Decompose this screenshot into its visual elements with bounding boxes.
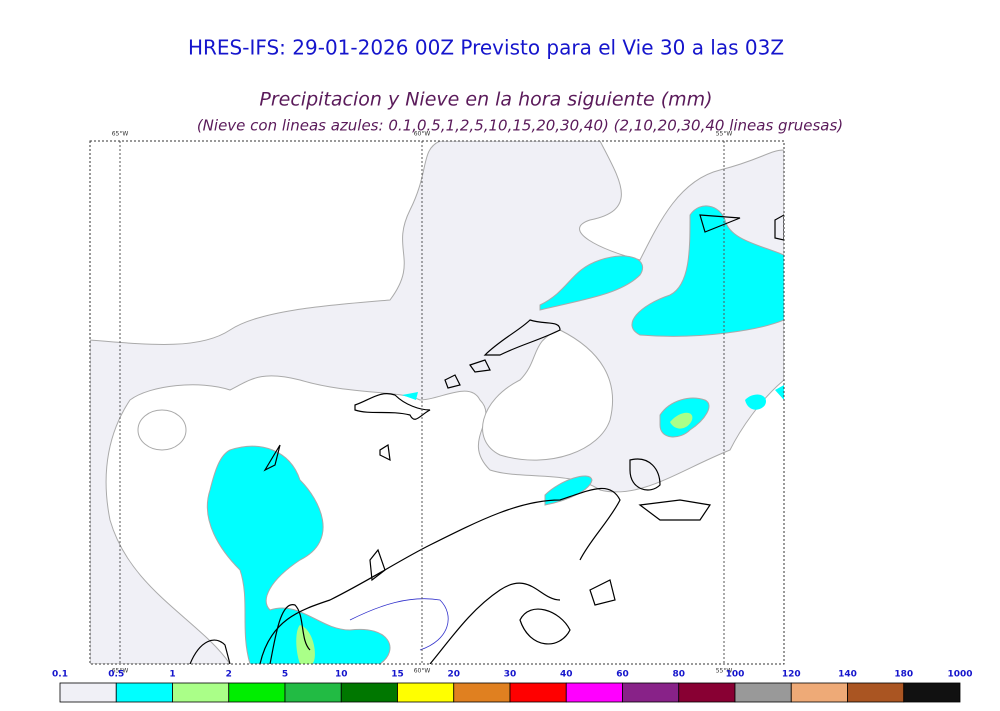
- colorbar-label: 60: [616, 670, 629, 680]
- snow-contour: [349, 598, 449, 651]
- colorbar-swatch: [565, 682, 623, 703]
- colorbar-label: 10: [335, 670, 348, 680]
- dry-area: [482, 329, 614, 461]
- colorbar-label: 40: [560, 670, 573, 680]
- meridian-label: 65°W: [112, 131, 129, 138]
- meridian-lines: [119, 141, 725, 664]
- colorbar-swatch: [509, 682, 567, 703]
- colorbar-label: 180: [894, 670, 913, 680]
- colorbar-swatch: [903, 682, 961, 703]
- map-area: [90, 141, 784, 664]
- colorbar-swatch: [453, 682, 511, 703]
- colorbar-swatch: [622, 682, 680, 703]
- precip-green-area: [670, 412, 693, 429]
- dry-area: [137, 409, 187, 451]
- colorbar-swatch: [397, 682, 455, 703]
- colorbar-label: 5: [282, 670, 288, 680]
- colorbar-label: 0.1: [52, 670, 68, 680]
- precip-cyan-area: [539, 255, 643, 311]
- precip-green-area: [296, 625, 315, 664]
- colorbar-swatch: [847, 682, 905, 703]
- title: HRES-IFS: 29-01-2026 00Z Previsto para e…: [188, 36, 784, 60]
- colorbar-label: 15: [391, 670, 404, 680]
- colorbar-swatch: [678, 682, 736, 703]
- precip-cyan-area: [544, 475, 593, 506]
- note: (Nieve con lineas azules: 0.1,0.5,1,2,5,…: [197, 117, 843, 135]
- colorbar-swatch: [734, 682, 792, 703]
- colorbar-label: 1: [169, 670, 175, 680]
- colorbar-label: 2: [226, 670, 232, 680]
- meridian-label: 60°W: [414, 668, 431, 675]
- colorbar-label: 0.5: [108, 670, 124, 680]
- meridian-label: 65°W: [112, 668, 129, 675]
- colorbar: 0.1 0.5 1 2 5 10 15 20 30 40 60 80 100 120 140 180 1000: [52, 670, 973, 703]
- map-frame: [89, 140, 785, 665]
- coastlines: [189, 214, 784, 664]
- colorbar-label: 120: [782, 670, 801, 680]
- meridian-label: 55°W: [716, 131, 733, 138]
- colorbar-swatch: [115, 682, 173, 703]
- meridian-label: 55°W: [716, 668, 733, 675]
- colorbar-swatch: [228, 682, 286, 703]
- meridian-label: 60°W: [414, 131, 431, 138]
- meridian-labels: 65°W 65°W 60°W 60°W 55°W 55°W: [112, 131, 733, 675]
- colorbar-label: 100: [726, 670, 745, 680]
- colorbar-label: 30: [504, 670, 517, 680]
- colorbar-swatch: [340, 682, 398, 703]
- colorbar-swatch: [284, 682, 342, 703]
- precip-cyan-area: [206, 445, 391, 664]
- precip-cyan-area: [631, 205, 784, 337]
- colorbar-label: 1000: [947, 670, 972, 680]
- colorbar-swatch: [172, 682, 230, 703]
- colorbar-swatch: [59, 682, 117, 703]
- colorbar-swatch: [790, 682, 848, 703]
- colorbar-label: 140: [838, 670, 857, 680]
- subtitle: Precipitacion y Nieve en la hora siguien…: [259, 89, 712, 111]
- colorbar-label: 80: [672, 670, 685, 680]
- colorbar-label: 20: [447, 670, 460, 680]
